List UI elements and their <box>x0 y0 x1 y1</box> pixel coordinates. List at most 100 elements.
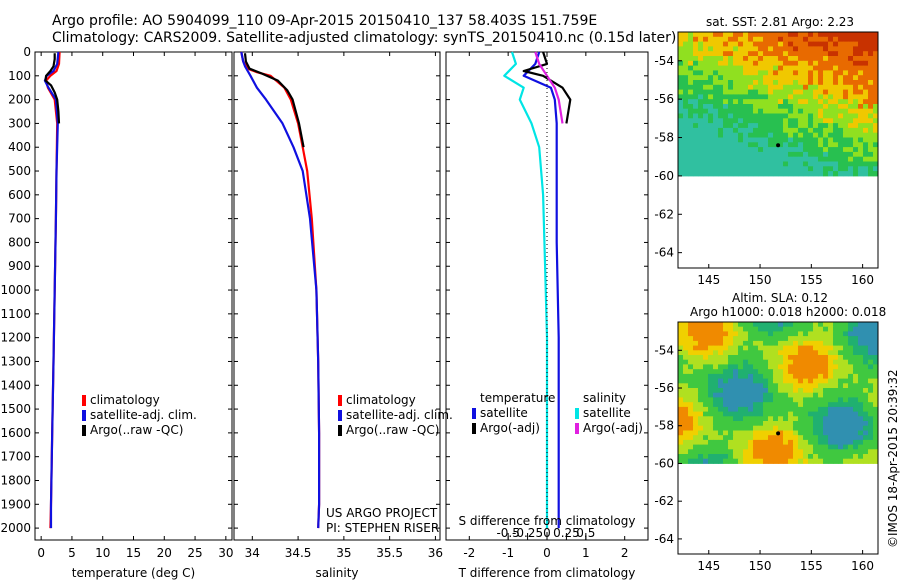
map-cell <box>753 435 759 441</box>
map-cell <box>753 378 759 384</box>
map-cell <box>863 156 869 162</box>
salinity-legend-swatch <box>338 395 342 406</box>
map-cell <box>848 345 854 351</box>
map-cell <box>778 32 784 38</box>
map-cell <box>838 331 844 337</box>
map-cell <box>733 435 739 441</box>
map-cell <box>748 430 754 436</box>
map-cell <box>763 359 769 365</box>
map-cell <box>773 454 779 460</box>
map-cell <box>703 151 709 158</box>
map-cell <box>758 373 764 380</box>
map-cell <box>723 127 729 134</box>
map-cell <box>713 350 719 356</box>
map-cell <box>688 89 694 95</box>
map-cell <box>868 378 874 384</box>
map-cell <box>678 80 684 86</box>
map-cell <box>733 326 739 332</box>
map-cell <box>733 373 739 380</box>
map-cell <box>718 147 724 153</box>
map-cell <box>698 383 704 389</box>
map-cell <box>853 60 859 67</box>
map-cell <box>808 364 814 370</box>
map-cell <box>828 373 834 380</box>
map-cell <box>828 421 834 427</box>
map-cell <box>828 411 834 417</box>
lat-tick-label: -58 <box>654 131 674 145</box>
map-cell <box>703 336 709 342</box>
map-cell <box>693 421 699 427</box>
map-cell <box>688 444 694 450</box>
map-cell <box>823 392 829 398</box>
map-cell <box>678 104 684 110</box>
map-cell <box>818 84 824 91</box>
map-cell <box>738 425 744 431</box>
map-cell <box>808 32 814 38</box>
map-cell <box>788 458 794 464</box>
map-cell <box>833 89 839 95</box>
map-cell <box>848 378 854 384</box>
map-cell <box>693 336 699 342</box>
map-cell <box>858 113 864 119</box>
map-cell <box>863 94 869 100</box>
map-cell <box>698 166 704 172</box>
map-cell <box>733 364 739 370</box>
map-cell <box>853 444 859 450</box>
map-cell <box>678 373 684 380</box>
map-cell <box>683 75 689 81</box>
map-cell <box>848 449 854 455</box>
map-cell <box>733 369 739 375</box>
map-cell <box>828 127 834 134</box>
map-cell <box>708 46 714 52</box>
map-cell <box>688 416 694 422</box>
map-cell <box>838 56 844 62</box>
map-cell <box>773 70 779 76</box>
map-cell <box>868 383 874 389</box>
map-cell <box>713 454 719 460</box>
map-cell <box>698 373 704 380</box>
map-cell <box>818 406 824 413</box>
map-cell <box>788 322 794 328</box>
map-cell <box>798 80 804 86</box>
map-cell <box>753 56 759 62</box>
map-cell <box>863 118 869 124</box>
map-cell <box>873 75 879 81</box>
map-cell <box>678 326 684 332</box>
map-cell <box>868 80 874 86</box>
temperature-legend-swatch <box>82 425 86 436</box>
map-cell <box>683 388 689 394</box>
map-cell <box>738 369 744 375</box>
map-cell <box>863 430 869 436</box>
map-cell <box>873 166 879 172</box>
map-cell <box>773 41 779 47</box>
map-cell <box>713 345 719 351</box>
map-cell <box>743 373 749 380</box>
map-cell <box>718 75 724 81</box>
map-cell <box>758 108 764 114</box>
map-cell <box>733 84 739 91</box>
map-cell <box>793 449 799 455</box>
map-cell <box>793 364 799 370</box>
map-cell <box>733 94 739 100</box>
map-cell <box>793 444 799 450</box>
map-cell <box>743 439 749 446</box>
map-cell <box>788 350 794 356</box>
map-cell <box>788 151 794 158</box>
map-cell <box>753 127 759 134</box>
map-cell <box>738 416 744 422</box>
map-cell <box>688 322 694 328</box>
map-cell <box>688 94 694 100</box>
map-cell <box>793 161 799 167</box>
map-cell <box>783 99 789 105</box>
map-cell <box>793 397 799 403</box>
map-cell <box>698 161 704 167</box>
map-cell <box>818 127 824 134</box>
map-cell <box>718 118 724 124</box>
map-cell <box>743 147 749 153</box>
salinity-legend-swatch <box>338 425 342 436</box>
map-cell <box>778 127 784 134</box>
map-cell <box>743 397 749 403</box>
map-cell <box>818 383 824 389</box>
map-cell <box>678 369 684 375</box>
series-line-salinity <box>240 51 321 529</box>
